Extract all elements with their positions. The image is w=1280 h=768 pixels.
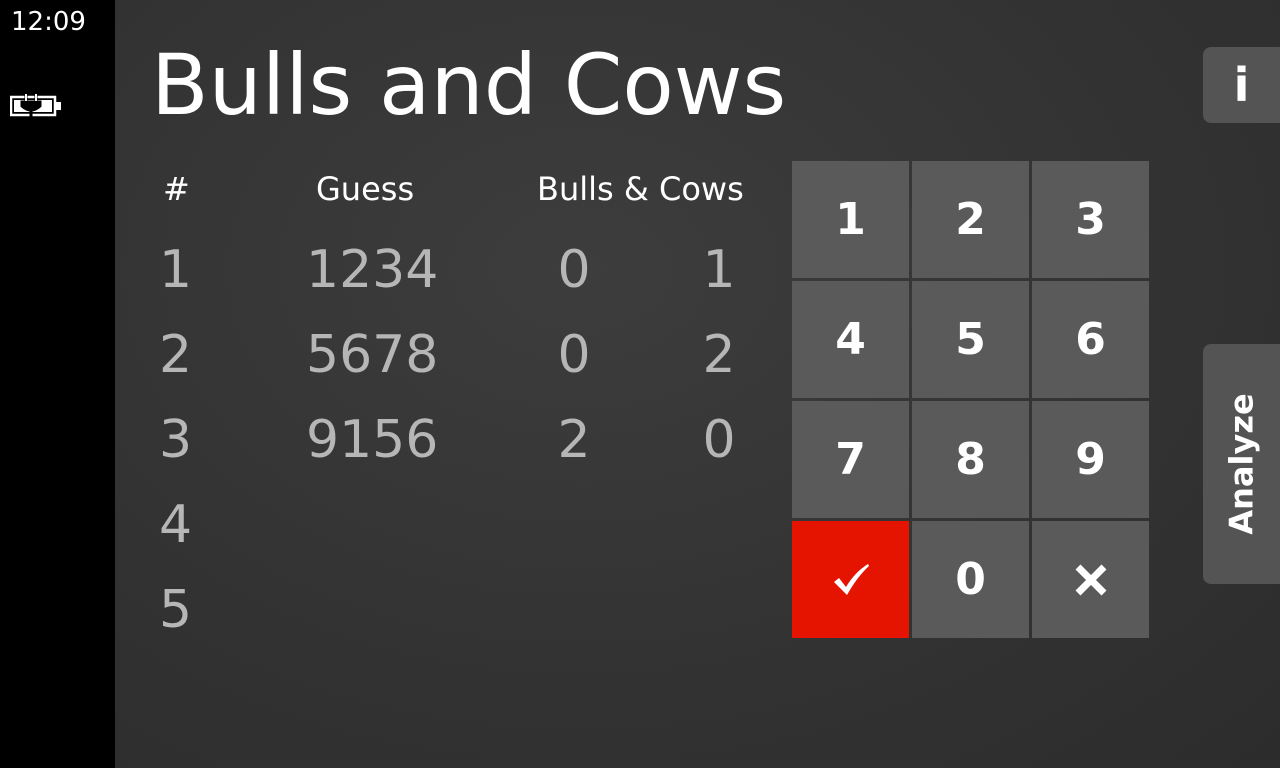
row-cows-3: 0 (702, 410, 736, 470)
row-bulls-1: 0 (557, 240, 591, 300)
status-bar: 12:09 (0, 0, 115, 768)
row-cows-2: 2 (702, 325, 736, 385)
row-number-2: 2 (159, 325, 193, 385)
key-2[interactable]: 2 (912, 161, 1029, 278)
checkmark-icon (833, 563, 869, 595)
row-number-4: 4 (159, 495, 193, 555)
row-bulls-2: 0 (557, 325, 591, 385)
key-4[interactable]: 4 (792, 281, 909, 398)
info-button[interactable]: i (1203, 47, 1280, 123)
key-0[interactable]: 0 (912, 521, 1029, 638)
row-number-3: 3 (159, 410, 193, 470)
header-bulls-cows: Bulls & Cows (537, 170, 744, 208)
keypad: 1 2 3 4 5 6 7 8 9 0 (792, 161, 1150, 639)
key-5[interactable]: 5 (912, 281, 1029, 398)
key-3[interactable]: 3 (1032, 161, 1149, 278)
key-8[interactable]: 8 (912, 401, 1029, 518)
clear-button[interactable] (1032, 521, 1149, 638)
row-guess-1: 1234 (306, 240, 439, 300)
row-number-1: 1 (159, 240, 193, 300)
key-9[interactable]: 9 (1032, 401, 1149, 518)
row-guess-3: 9156 (306, 410, 439, 470)
clock: 12:09 (11, 7, 86, 37)
key-6[interactable]: 6 (1032, 281, 1149, 398)
battery-charging-icon (10, 94, 61, 119)
analyze-button[interactable]: Analyze (1203, 344, 1280, 584)
key-7[interactable]: 7 (792, 401, 909, 518)
row-cows-1: 1 (702, 240, 736, 300)
analyze-label: Analyze (1222, 393, 1261, 535)
confirm-button[interactable] (792, 521, 909, 638)
row-bulls-3: 2 (557, 410, 591, 470)
app-canvas: Bulls and Cows # Guess Bulls & Cows 1 12… (115, 0, 1280, 768)
row-guess-2: 5678 (306, 325, 439, 385)
close-icon (1075, 564, 1106, 595)
header-number: # (163, 170, 190, 208)
page-title: Bulls and Cows (151, 36, 787, 134)
key-1[interactable]: 1 (792, 161, 909, 278)
row-number-5: 5 (159, 580, 193, 640)
header-guess: Guess (316, 170, 415, 208)
